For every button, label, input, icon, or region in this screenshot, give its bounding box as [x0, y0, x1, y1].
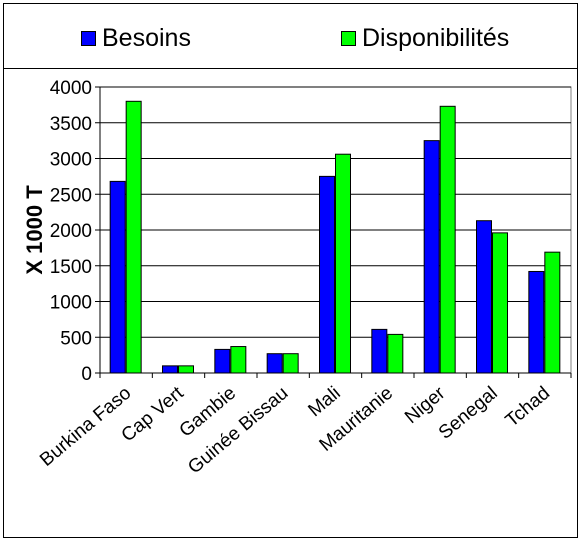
bar-disponibilites: [335, 153, 351, 374]
bar-besoins: [319, 175, 335, 374]
y-tick-label: 2000: [50, 221, 92, 242]
y-tick-label: 500: [60, 328, 92, 349]
bar-disponibilites: [282, 353, 299, 374]
bar-besoins: [476, 220, 492, 374]
x-category-label: Senegal: [435, 383, 502, 444]
bar-besoins: [423, 140, 440, 374]
y-tick-label: 3000: [50, 150, 92, 171]
bar-disponibilites: [125, 100, 142, 374]
legend-item-disponibilites: Disponibilités: [341, 23, 509, 53]
x-category-label: Tchad: [502, 383, 554, 432]
legend-label-besoins: Besoins: [102, 23, 191, 52]
legend-swatch-disponibilites: [341, 30, 356, 46]
bar-besoins: [528, 270, 545, 374]
x-category-label: Mali: [305, 383, 345, 421]
bar-disponibilites: [230, 346, 247, 374]
y-tick-label: 1500: [50, 257, 92, 278]
bar-besoins: [266, 353, 283, 374]
y-axis-title: X 1000 T: [22, 185, 47, 275]
y-tick-label: 0: [81, 364, 92, 385]
bar-disponibilites: [387, 333, 404, 374]
y-tick-label: 3500: [50, 114, 92, 135]
bar-disponibilites: [439, 105, 456, 374]
bar-disponibilites: [178, 365, 194, 374]
bar-besoins: [371, 328, 388, 374]
bar-disponibilites: [492, 232, 508, 374]
legend-item-besoins: Besoins: [81, 23, 191, 53]
bar-besoins: [109, 180, 126, 374]
legend-label-disponibilites: Disponibilités: [362, 23, 510, 52]
bar-disponibilites: [544, 251, 561, 374]
y-tick-label: 4000: [50, 78, 92, 99]
bar-besoins: [162, 365, 178, 374]
legend-swatch-besoins: [81, 30, 96, 46]
bar-besoins: [214, 348, 231, 374]
legend: Besoins Disponibilités: [3, 3, 578, 69]
y-tick-label: 2500: [50, 185, 92, 206]
y-tick-label: 1000: [50, 293, 92, 314]
